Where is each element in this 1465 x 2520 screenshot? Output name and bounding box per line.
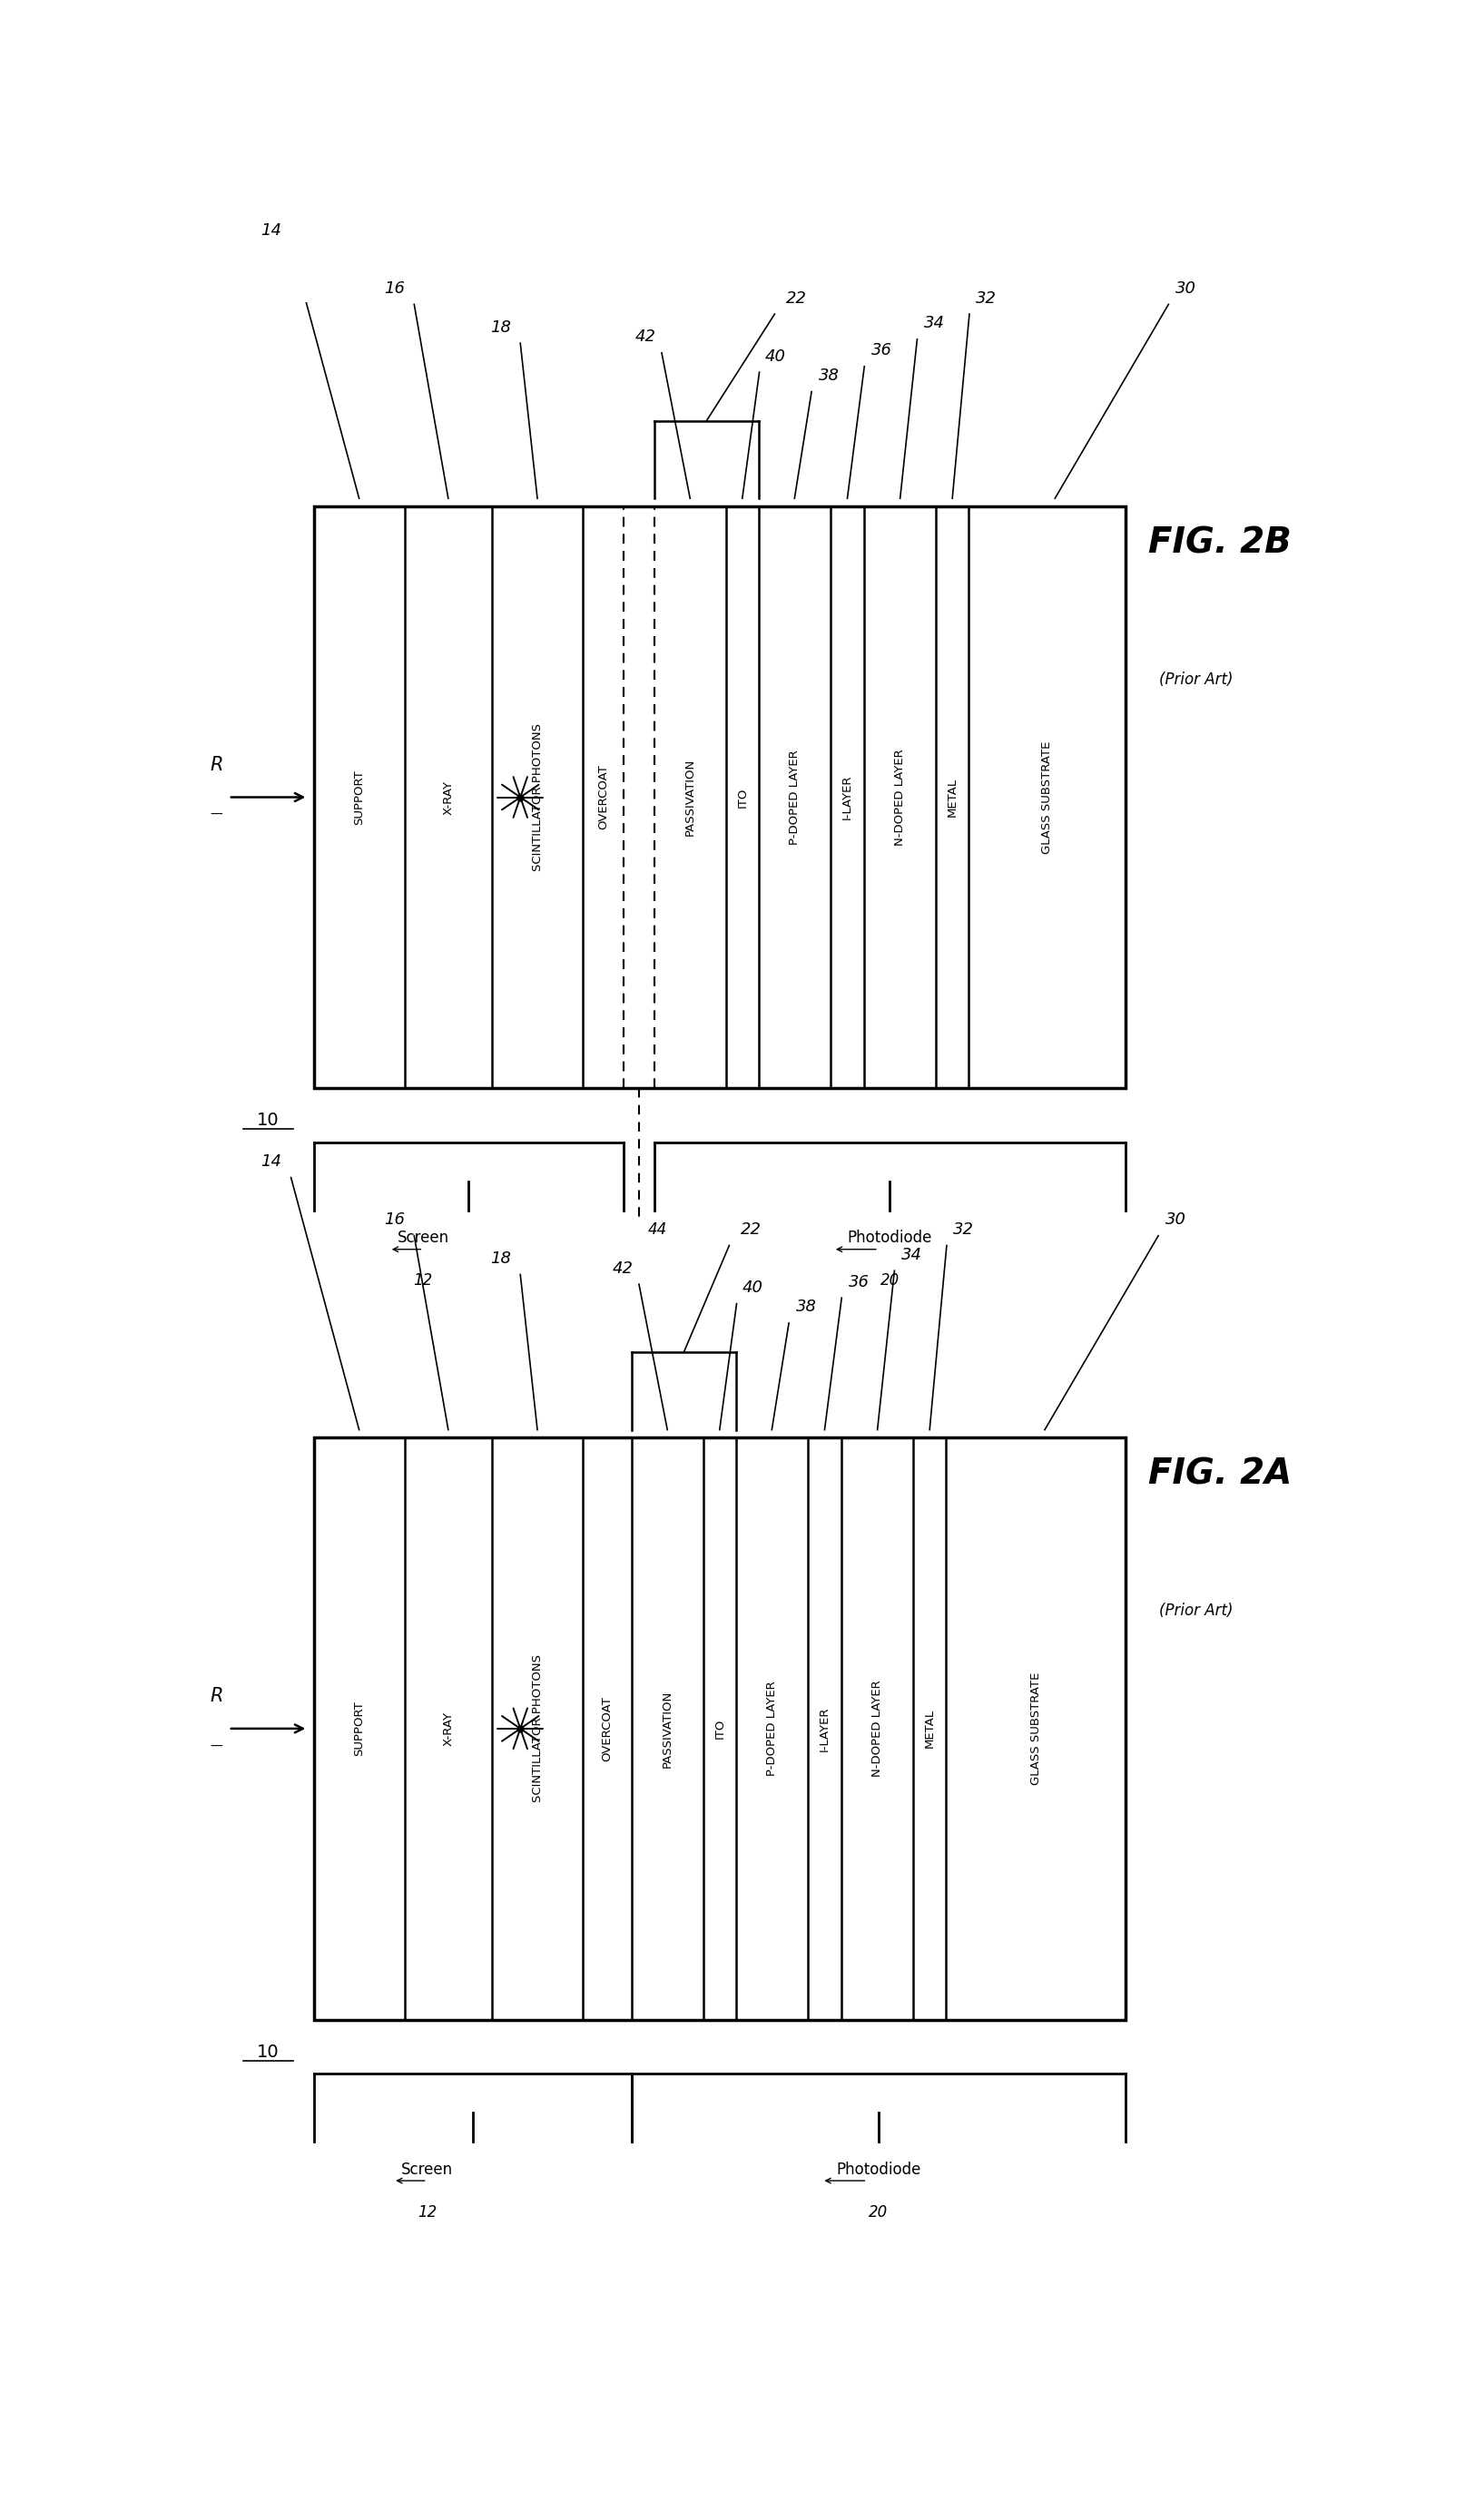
- Text: PASSIVATION: PASSIVATION: [662, 1691, 674, 1767]
- Text: 16: 16: [384, 280, 406, 297]
- Text: Photodiode: Photodiode: [837, 2162, 921, 2177]
- Text: Photodiode: Photodiode: [848, 1230, 932, 1247]
- Text: FIG. 2A: FIG. 2A: [1149, 1457, 1292, 1492]
- Text: —: —: [211, 1741, 223, 1754]
- Text: P-DOPED LAYER: P-DOPED LAYER: [788, 748, 800, 844]
- Text: 30: 30: [1175, 280, 1197, 297]
- Text: P-DOPED LAYER: P-DOPED LAYER: [766, 1681, 778, 1777]
- Text: 42: 42: [636, 328, 656, 345]
- Text: 20: 20: [869, 2205, 888, 2220]
- Text: R: R: [209, 1688, 223, 1706]
- Text: R: R: [209, 756, 223, 774]
- Text: 34: 34: [924, 315, 945, 333]
- Text: 38: 38: [795, 1298, 816, 1315]
- Text: 40: 40: [743, 1280, 763, 1295]
- Text: 14: 14: [261, 222, 281, 239]
- Text: PASSIVATION: PASSIVATION: [684, 759, 696, 837]
- Text: N-DOPED LAYER: N-DOPED LAYER: [894, 748, 905, 847]
- Text: OVERCOAT: OVERCOAT: [601, 1696, 612, 1761]
- Text: 34: 34: [901, 1247, 921, 1263]
- Text: METAL: METAL: [946, 779, 958, 816]
- Text: 30: 30: [1165, 1212, 1187, 1227]
- Text: 42: 42: [612, 1260, 633, 1278]
- Text: 44: 44: [648, 1222, 668, 1237]
- Text: 10: 10: [256, 1111, 280, 1129]
- Text: SCINTILLATOR PHOTONS: SCINTILLATOR PHOTONS: [532, 723, 544, 872]
- Text: (Prior Art): (Prior Art): [1160, 670, 1234, 688]
- Bar: [314, 507, 1125, 1089]
- Text: 32: 32: [954, 1222, 974, 1237]
- Text: N-DOPED LAYER: N-DOPED LAYER: [872, 1681, 883, 1777]
- Text: I-LAYER: I-LAYER: [841, 774, 853, 819]
- Text: —: —: [211, 809, 223, 822]
- Text: SUPPORT: SUPPORT: [353, 769, 365, 824]
- Text: Screen: Screen: [397, 1230, 450, 1247]
- Text: Screen: Screen: [401, 2162, 453, 2177]
- Text: METAL: METAL: [924, 1709, 936, 1749]
- Text: 10: 10: [256, 2044, 280, 2061]
- Text: X-RAY: X-RAY: [442, 781, 454, 814]
- Text: 18: 18: [491, 1250, 511, 1268]
- Text: FIG. 2B: FIG. 2B: [1149, 527, 1291, 559]
- Text: 36: 36: [872, 343, 892, 358]
- Text: ITO: ITO: [737, 786, 749, 806]
- Text: (Prior Art): (Prior Art): [1160, 1603, 1234, 1618]
- Text: GLASS SUBSTRATE: GLASS SUBSTRATE: [1030, 1673, 1042, 1784]
- Text: 12: 12: [418, 2205, 437, 2220]
- Text: OVERCOAT: OVERCOAT: [598, 764, 609, 829]
- Text: ITO: ITO: [713, 1719, 725, 1739]
- Text: 16: 16: [384, 1212, 406, 1227]
- Text: SUPPORT: SUPPORT: [353, 1701, 365, 1756]
- Text: 40: 40: [765, 348, 785, 365]
- Text: SCINTILLATOR PHOTONS: SCINTILLATOR PHOTONS: [532, 1656, 544, 1802]
- Text: 14: 14: [261, 1154, 281, 1169]
- Text: 20: 20: [880, 1273, 900, 1288]
- Text: X-RAY: X-RAY: [442, 1711, 454, 1746]
- Text: 36: 36: [848, 1273, 869, 1290]
- Text: GLASS SUBSTRATE: GLASS SUBSTRATE: [1042, 741, 1053, 854]
- Text: I-LAYER: I-LAYER: [819, 1706, 831, 1751]
- Text: 12: 12: [413, 1273, 432, 1288]
- Text: 18: 18: [491, 320, 511, 335]
- Text: 22: 22: [787, 290, 807, 307]
- Bar: [314, 1436, 1125, 2019]
- Text: 32: 32: [976, 290, 998, 307]
- Text: 22: 22: [741, 1222, 762, 1237]
- Text: 38: 38: [819, 368, 839, 383]
